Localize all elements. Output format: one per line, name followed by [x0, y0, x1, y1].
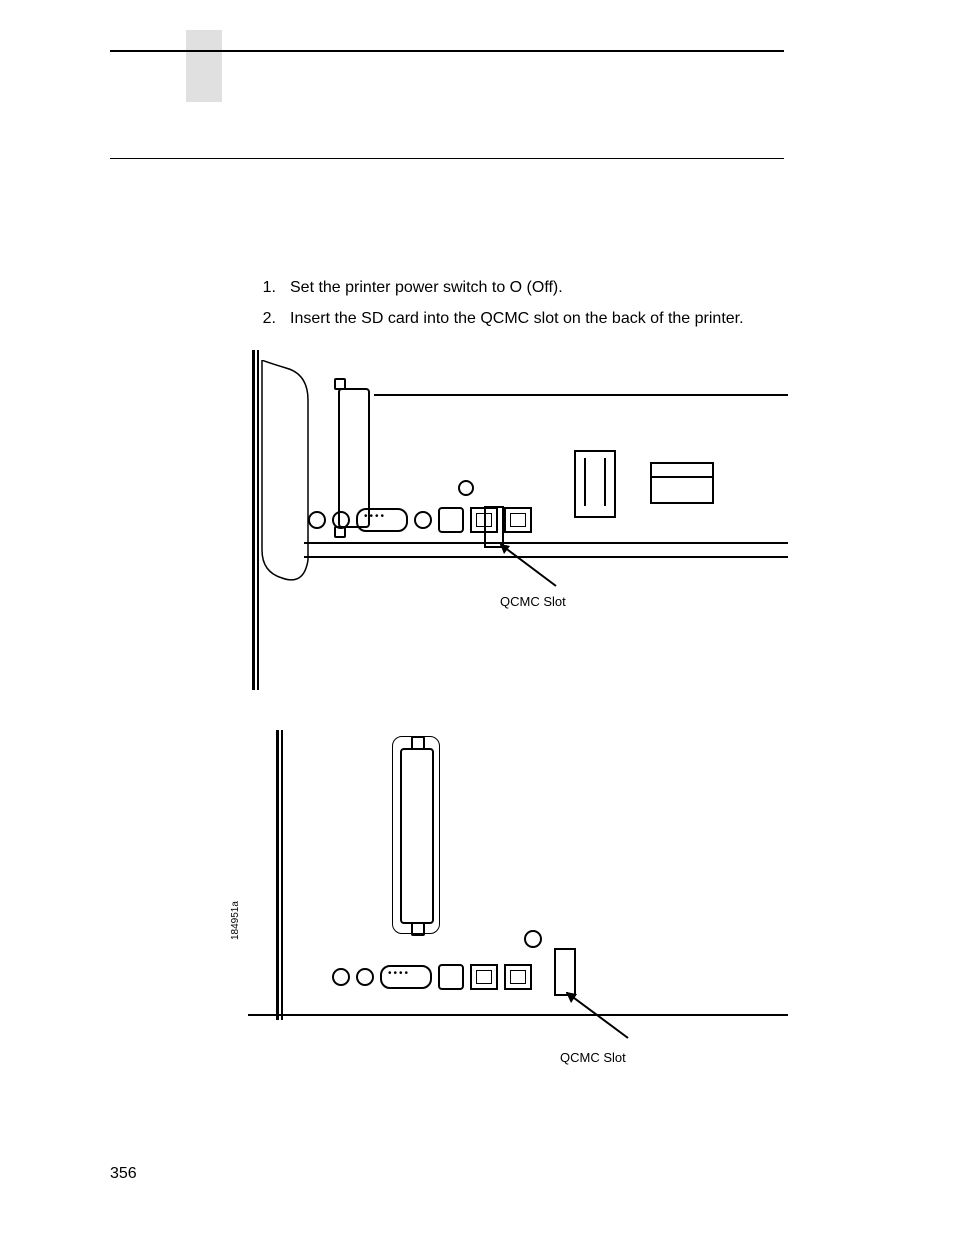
page: 1. Set the printer power switch to O (Of…: [0, 0, 954, 1235]
figure-2: QCMC Slot 184951a: [248, 730, 788, 1070]
step-number: 2.: [248, 307, 290, 332]
power-switch-icon: [332, 968, 350, 986]
qcmc-slot-label: QCMC Slot: [500, 594, 566, 609]
chassis-outline: [256, 360, 386, 590]
header-rule: [110, 50, 784, 52]
vent-icon: [650, 462, 714, 504]
screw-icon: [524, 930, 542, 948]
parallel-port-icon: [400, 748, 434, 924]
step-list: 1. Set the printer power switch to O (Of…: [248, 276, 784, 338]
page-number: 356: [110, 1165, 137, 1183]
section-rule: [110, 158, 784, 159]
chassis-edge: [281, 730, 283, 1020]
chassis-edge: [252, 350, 255, 690]
step-text: Set the printer power switch to O (Off).: [290, 276, 784, 301]
ethernet-port-icon: [470, 507, 498, 533]
ethernet-port-icon: [470, 964, 498, 990]
step-item: 2. Insert the SD card into the QCMC slot…: [248, 307, 784, 332]
callout-arrow: [566, 992, 644, 1048]
serial-port-icon: [380, 965, 432, 989]
screw-icon: [458, 480, 474, 496]
step-item: 1. Set the printer power switch to O (Of…: [248, 276, 784, 301]
margin-tab: [186, 30, 222, 102]
chassis-line: [248, 1014, 788, 1016]
usb-port-icon: [438, 507, 464, 533]
figures: QCMC Slot: [248, 350, 788, 1130]
led-icon: [356, 968, 374, 986]
ethernet-port-icon: [504, 507, 532, 533]
ladder-port-icon: [574, 450, 616, 518]
chassis-edge: [276, 730, 279, 1020]
figure-reference-code: 184951a: [230, 901, 241, 940]
step-text: Insert the SD card into the QCMC slot on…: [290, 307, 784, 332]
port-panel: [332, 956, 572, 998]
chassis-line: [374, 394, 788, 396]
qcmc-slot-label: QCMC Slot: [560, 1050, 626, 1065]
usb-port-icon: [438, 964, 464, 990]
led-icon: [414, 511, 432, 529]
step-number: 1.: [248, 276, 290, 301]
ethernet-port-icon: [504, 964, 532, 990]
callout-arrow: [500, 544, 570, 594]
